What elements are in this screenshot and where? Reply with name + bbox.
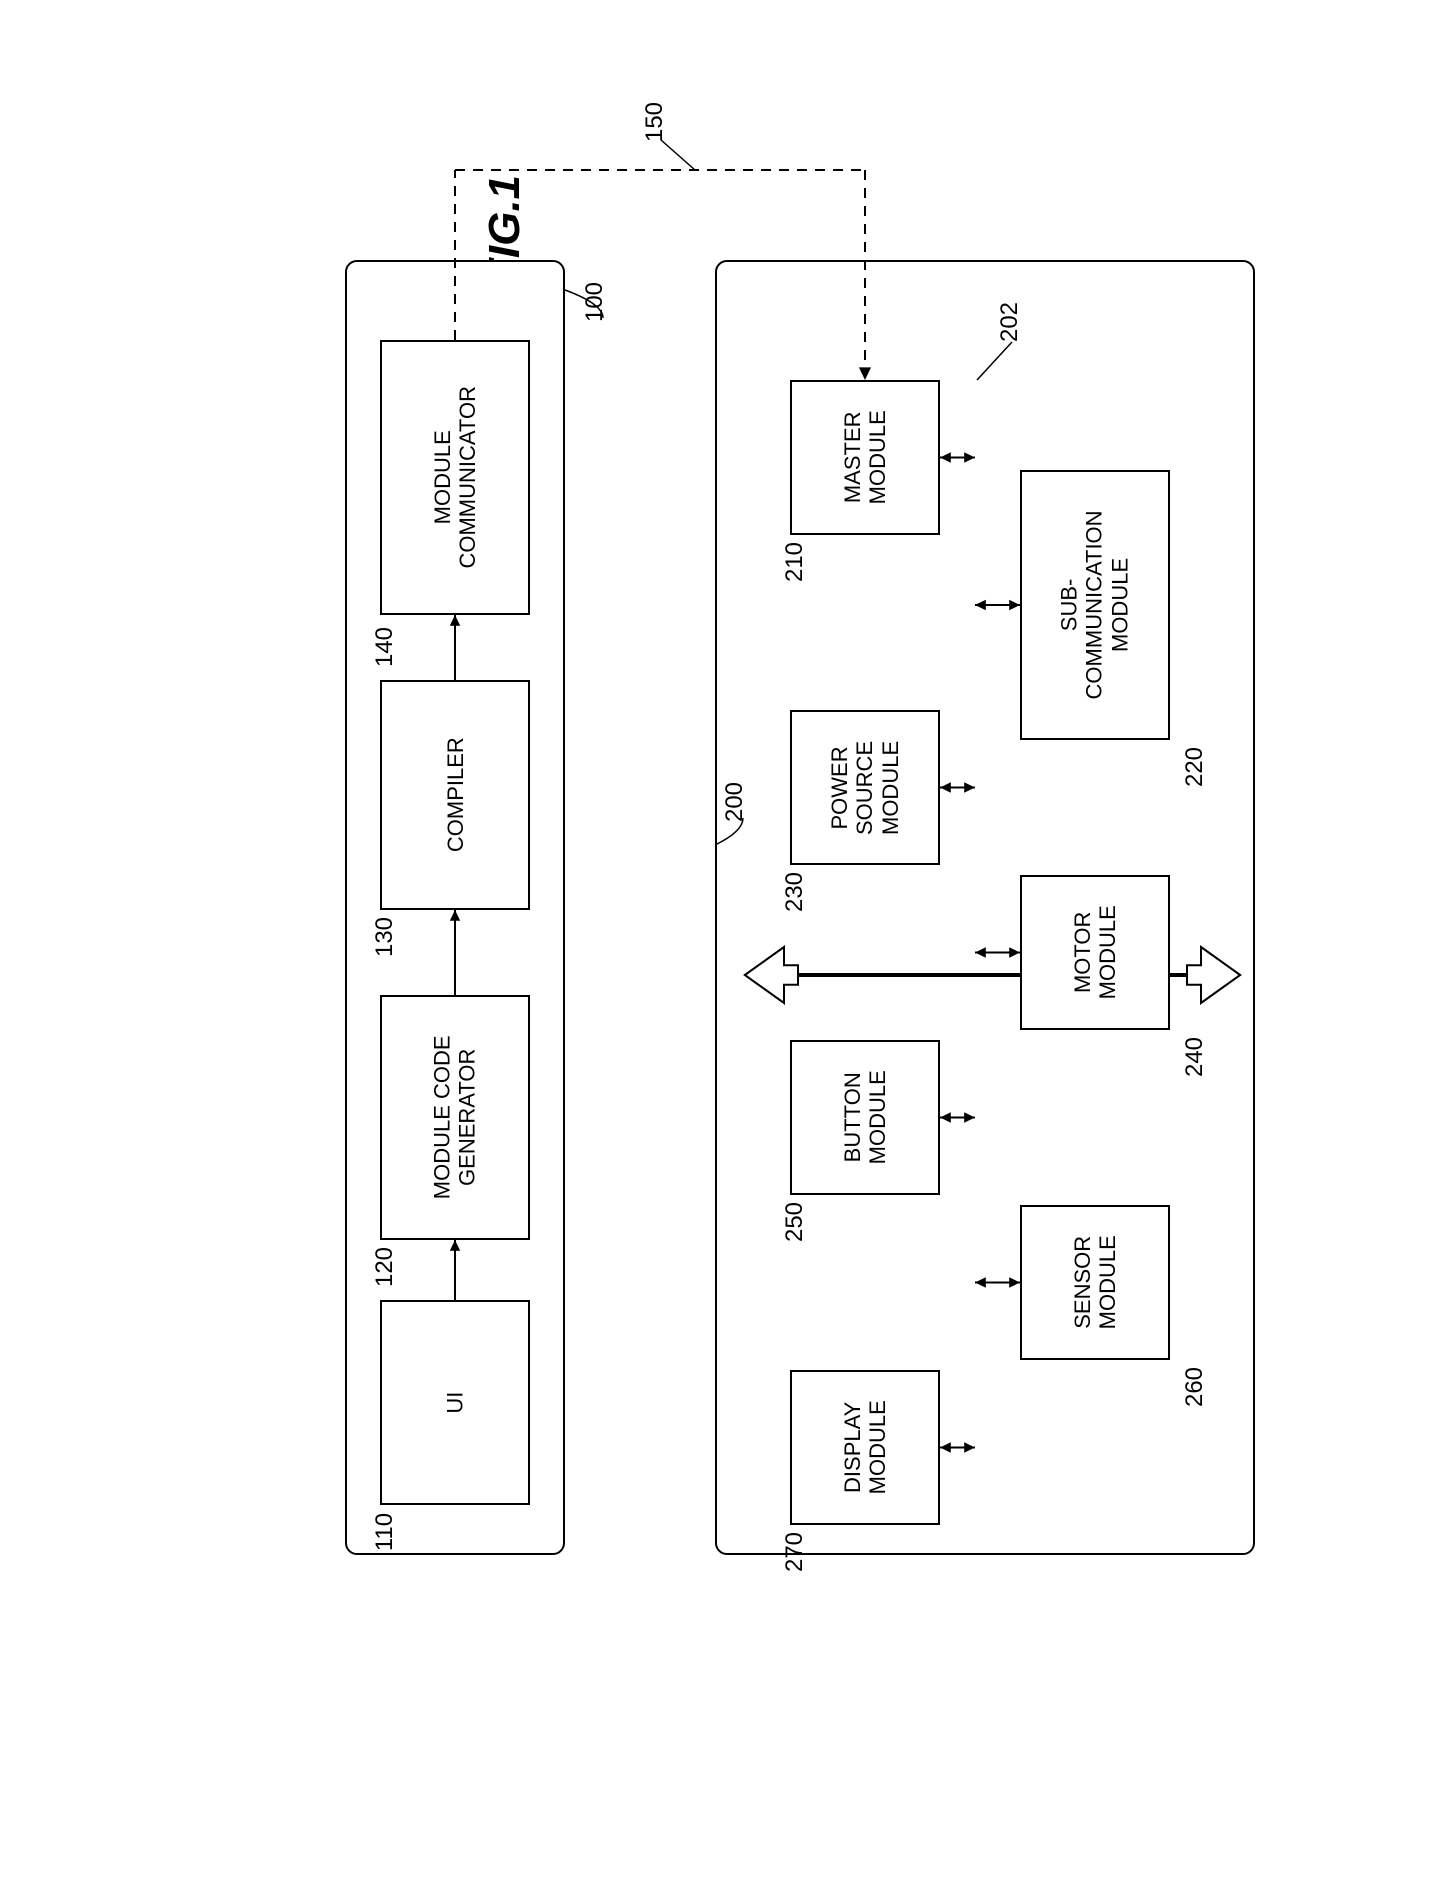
ref-label-240: 240: [1181, 1027, 1209, 1087]
module-motor: MOTOR MODULE: [1020, 875, 1170, 1030]
module-motor-label: MOTOR MODULE: [1070, 905, 1121, 999]
ref-label-220: 220: [1181, 737, 1209, 797]
module-subcomm: SUB- COMMUNICATION MODULE: [1020, 470, 1170, 740]
module-display-label: DISPLAY MODULE: [840, 1400, 891, 1494]
top-module-modcodegen-label: MODULE CODE GENERATOR: [430, 1036, 481, 1200]
module-master-label: MASTER MODULE: [840, 410, 891, 504]
ref-label-130: 130: [371, 907, 399, 967]
top-module-modcodegen: MODULE CODE GENERATOR: [380, 995, 530, 1240]
ref-label-150: 150: [641, 92, 669, 152]
ref-label-260: 260: [1181, 1357, 1209, 1417]
ref-label-100: 100: [581, 272, 609, 332]
module-display: DISPLAY MODULE: [790, 1370, 940, 1525]
ref-label-140: 140: [371, 617, 399, 677]
ref-label-110: 110: [371, 1502, 399, 1562]
ref-label-202: 202: [996, 292, 1024, 352]
ref-label-270: 270: [781, 1522, 809, 1582]
ref-label-120: 120: [371, 1237, 399, 1297]
module-power-label: POWER SOURCE MODULE: [827, 740, 903, 834]
ref-label-250: 250: [781, 1192, 809, 1252]
module-subcomm-label: SUB- COMMUNICATION MODULE: [1057, 510, 1133, 699]
module-power: POWER SOURCE MODULE: [790, 710, 940, 865]
ref-label-200: 200: [721, 772, 749, 832]
top-module-modcomm-label: MODULE COMMUNICATOR: [430, 386, 481, 569]
diagram-canvas: FIG.1 100200UI110MODULE CODE GENERATOR12…: [0, 0, 1445, 1904]
module-button: BUTTON MODULE: [790, 1040, 940, 1195]
top-module-compiler: COMPILER: [380, 680, 530, 910]
module-sensor: SENSOR MODULE: [1020, 1205, 1170, 1360]
ref-label-210: 210: [781, 532, 809, 592]
top-module-ui-label: UI: [442, 1391, 467, 1413]
module-sensor-label: SENSOR MODULE: [1070, 1235, 1121, 1329]
top-module-ui: UI: [380, 1300, 530, 1505]
module-button-label: BUTTON MODULE: [840, 1070, 891, 1164]
top-module-compiler-label: COMPILER: [442, 738, 467, 853]
ref-label-230: 230: [781, 862, 809, 922]
module-master: MASTER MODULE: [790, 380, 940, 535]
top-module-modcomm: MODULE COMMUNICATOR: [380, 340, 530, 615]
